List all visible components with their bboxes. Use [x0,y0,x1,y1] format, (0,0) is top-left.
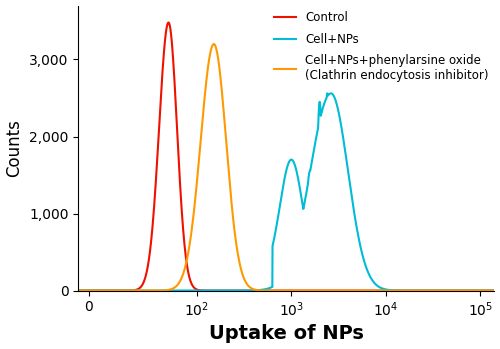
Cell+NPs+phenylarsine oxide
(Clathrin endocytosis inhibitor) [185,253,191,258]
Cell+NPs+phenylarsine oxide
(Clathrin endocytosis inhibitor) [496,289,500,293]
Control [185,269,191,273]
Cell+NPs [496,289,500,293]
Y-axis label: Counts: Counts [6,119,24,177]
Legend: Control, Cell+NPs, Cell+NPs+phenylarsine oxide
(Clathrin endocytosis inhibitor): Control, Cell+NPs, Cell+NPs+phenylarsine… [270,7,494,87]
Cell+NPs [185,289,191,293]
Cell+NPs [376,285,382,289]
Line: Cell+NPs+phenylarsine oxide
(Clathrin endocytosis inhibitor): Cell+NPs+phenylarsine oxide (Clathrin en… [68,44,499,291]
Cell+NPs+phenylarsine oxide
(Clathrin endocytosis inhibitor) [346,289,352,293]
Control [166,21,172,25]
Control [470,289,476,293]
Cell+NPs [496,289,500,293]
Cell+NPs+phenylarsine oxide
(Clathrin endocytosis inhibitor) [450,289,456,293]
Line: Cell+NPs: Cell+NPs [68,94,499,291]
Cell+NPs+phenylarsine oxide
(Clathrin endocytosis inhibitor) [470,289,476,293]
Control [496,289,500,293]
Cell+NPs+phenylarsine oxide
(Clathrin endocytosis inhibitor) [65,289,71,293]
Cell+NPs [65,289,71,293]
Control [346,289,352,293]
Cell+NPs+phenylarsine oxide
(Clathrin endocytosis inhibitor) [211,42,217,46]
Cell+NPs [346,180,352,184]
Cell+NPs [470,289,476,293]
Cell+NPs [450,289,456,293]
Control [65,289,71,293]
Control [450,289,456,293]
Cell+NPs+phenylarsine oxide
(Clathrin endocytosis inhibitor) [376,289,382,293]
Control [376,289,382,293]
Cell+NPs [328,91,334,96]
Control [496,289,500,293]
Line: Control: Control [68,23,499,291]
X-axis label: Uptake of NPs: Uptake of NPs [209,325,364,343]
Cell+NPs+phenylarsine oxide
(Clathrin endocytosis inhibitor) [496,289,500,293]
